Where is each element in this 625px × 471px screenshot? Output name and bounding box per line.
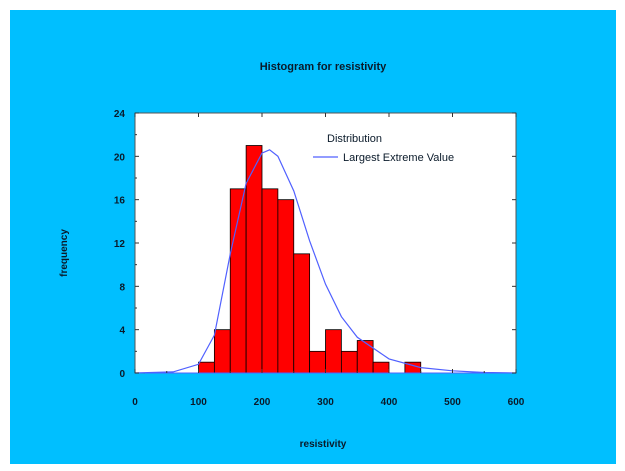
histogram-chart: Histogram for resistivity resistivity fr… [59, 61, 525, 450]
histogram-bar [198, 361, 215, 374]
y-tick-label: 24 [114, 109, 126, 120]
x-tick-label: 100 [190, 397, 207, 408]
y-tick-label: 0 [119, 369, 125, 380]
y-tick-label: 8 [119, 282, 125, 293]
x-tick-label: 500 [444, 397, 461, 408]
fitted-curve [134, 149, 517, 374]
x-tick-label: 0 [132, 397, 138, 408]
histogram-bar [261, 188, 279, 374]
y-axis-label: frequency [59, 229, 70, 277]
x-axis-label: resistivity [300, 439, 347, 450]
histogram-bars [145, 145, 508, 374]
x-tick-label: 400 [381, 397, 398, 408]
histogram-bar [309, 350, 326, 374]
histogram-bar [277, 199, 295, 374]
y-tick-label: 12 [114, 239, 126, 250]
y-tick-label: 16 [114, 196, 126, 207]
histogram-bar [356, 340, 374, 374]
legend-title: Distribution [327, 133, 382, 145]
legend: Distribution Largest Extreme Value [313, 133, 454, 164]
x-tick-label: 200 [254, 397, 271, 408]
x-tick-label: 600 [508, 397, 525, 408]
chart-title: Histogram for resistivity [260, 61, 387, 73]
histogram-bar [340, 350, 358, 374]
x-tick-label: 300 [317, 397, 334, 408]
chart-panel: Histogram for resistivity resistivity fr… [10, 10, 616, 464]
y-tick-label: 4 [119, 326, 125, 337]
legend-entry-label: Largest Extreme Value [343, 152, 454, 164]
axis-ticks: 0 100 200 300 400 500 600 0 4 8 12 16 20 24 [114, 109, 525, 408]
y-tick-label: 20 [114, 152, 126, 163]
histogram-bar [325, 329, 342, 374]
histogram-bar [213, 329, 231, 374]
histogram-bar [293, 253, 311, 374]
histogram-bar [372, 361, 390, 374]
fitted-curve-line [134, 149, 517, 374]
